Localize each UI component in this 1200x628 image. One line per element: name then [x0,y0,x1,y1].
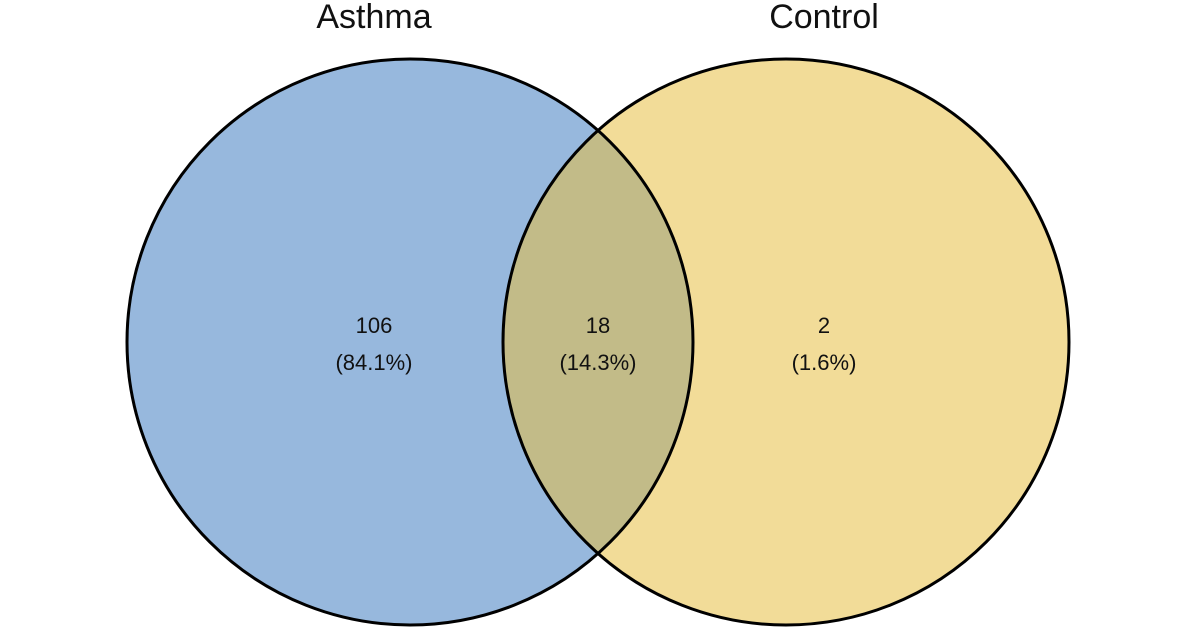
asthma-only-percent: (84.1%) [335,350,412,375]
asthma-set-outline [125,57,695,627]
asthma-set-label: Asthma [316,0,431,36]
control-only-count: 2 [818,313,830,338]
control-set-label: Control [769,0,879,36]
intersection-count: 18 [586,313,610,338]
control-only-percent: (1.6%) [792,350,857,375]
control-set-outline [501,57,1071,627]
intersection-percent: (14.3%) [559,350,636,375]
intersection-region [503,59,693,625]
asthma-only-count: 106 [356,313,393,338]
